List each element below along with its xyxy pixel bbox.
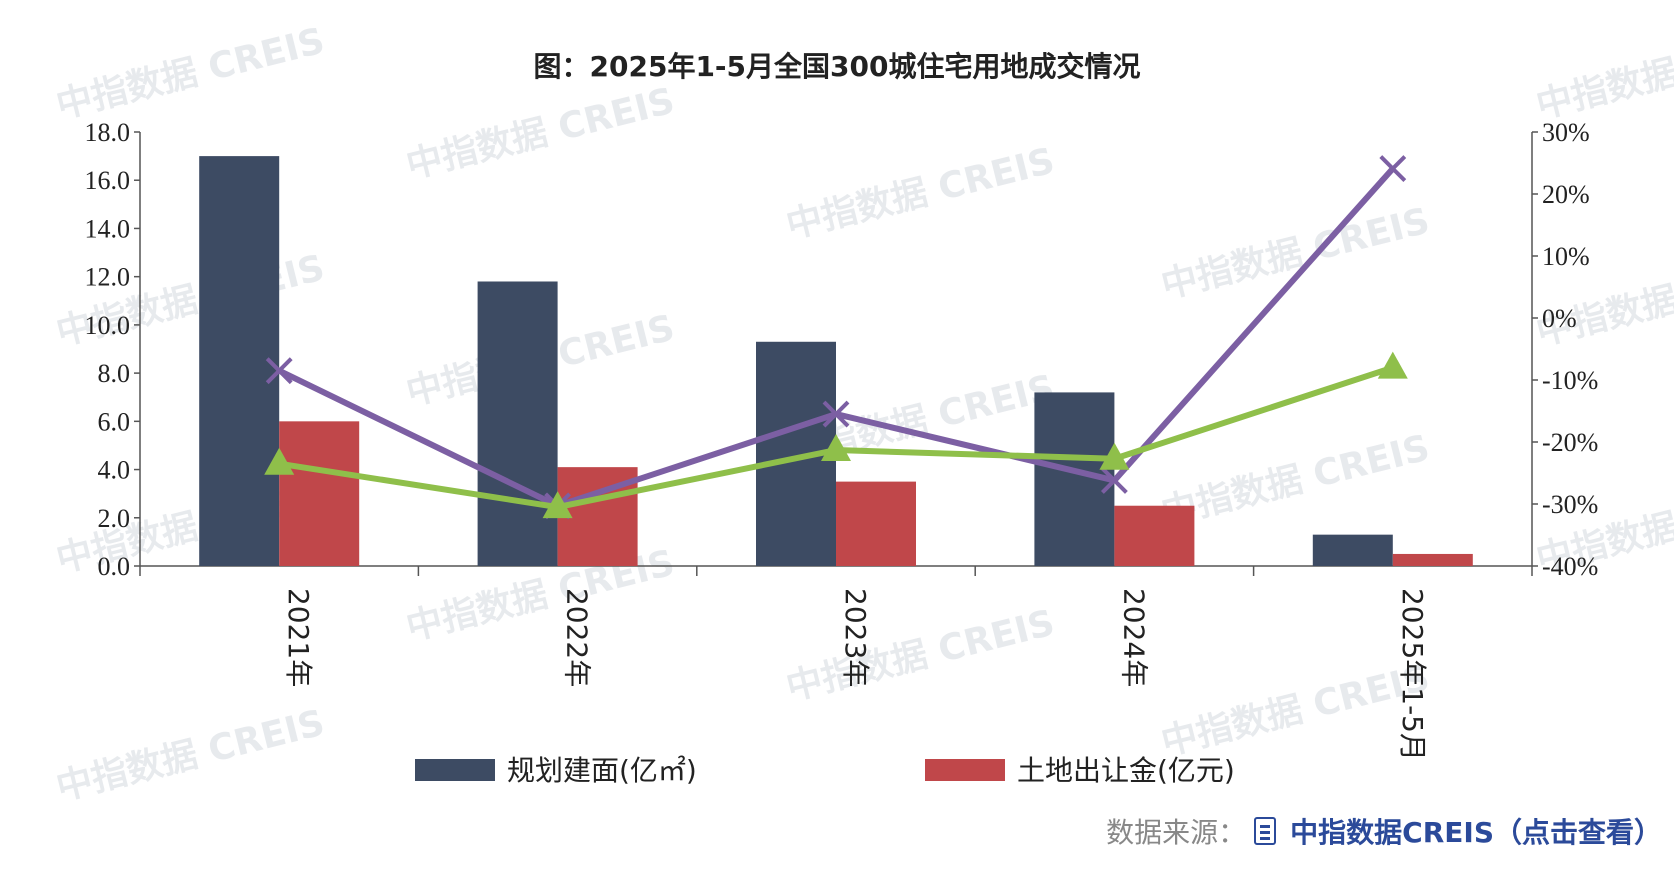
- right-tick-label: 10%: [1542, 242, 1590, 271]
- watermark-layer: 中指数据 CREIS 中指数据 CREIS 中指数据 CREIS 中指数据 CREIS…: [52, 21, 1674, 809]
- data-point: [1379, 155, 1407, 182]
- left-tick-label: 16.0: [85, 166, 131, 195]
- left-tick-label: 8.0: [98, 359, 131, 388]
- document-icon: [1254, 817, 1277, 845]
- left-tick-label: 10.0: [85, 311, 131, 340]
- watermark-text: 中指数据 CREIS: [782, 141, 1058, 247]
- left-tick-label: 18.0: [85, 118, 131, 147]
- watermark-text: 中指数据 CREIS: [782, 603, 1058, 709]
- legend-swatch: [925, 759, 1005, 781]
- data-point: [265, 357, 293, 385]
- legend: 规划建面(亿㎡) 土地出让金(亿元): [415, 754, 1235, 787]
- watermark-text: 中指数据 CREIS: [52, 21, 328, 127]
- bars: [199, 156, 1473, 566]
- data-point: [542, 491, 573, 519]
- bar: [1312, 534, 1393, 566]
- axes: 0.0 2.0 4.0 6.0 8.0 10.0 12.0 14.0 16.0 18.0 -40% -…: [85, 118, 1599, 761]
- watermark-text: 中指数据 CREIS: [402, 81, 678, 187]
- right-tick-label: 20%: [1542, 180, 1590, 209]
- watermark-text: 中指数据 CREIS: [1157, 428, 1433, 534]
- right-tick-label: -20%: [1542, 428, 1598, 457]
- x-tick-label: 2023年: [839, 588, 872, 687]
- watermark-text: 中指数据 CREIS: [1157, 201, 1433, 307]
- source-footer: 数据来源： 中指数据CREIS（点击查看）: [1106, 808, 1662, 854]
- left-tick-label: 4.0: [98, 456, 131, 485]
- right-tick-label: -10%: [1542, 366, 1598, 395]
- x-tick-label: 2021年: [282, 588, 315, 687]
- data-point: [821, 434, 851, 462]
- x-tick-label: 2025年1-5月: [1396, 588, 1429, 761]
- left-tick-label: 14.0: [85, 214, 131, 243]
- data-point: [1100, 467, 1128, 494]
- left-tick-label: 12.0: [85, 263, 131, 292]
- legend-label: 土地出让金(亿元): [1017, 754, 1235, 787]
- legend-label: 规划建面(亿㎡): [507, 754, 697, 787]
- x-tick-label: 2024年: [1117, 588, 1150, 687]
- x-tick-label: 2022年: [561, 588, 594, 687]
- left-tick-label: 6.0: [98, 407, 131, 436]
- chart-title: 图：2025年1-5月全国300城住宅用地成交情况: [534, 50, 1141, 83]
- source-label: 数据来源：: [1106, 816, 1247, 849]
- right-tick-label: -40%: [1542, 552, 1598, 581]
- left-tick-label: 0.0: [98, 552, 131, 581]
- bar: [477, 281, 558, 566]
- data-point: [1099, 442, 1130, 470]
- right-tick-label: -30%: [1542, 490, 1598, 519]
- data-point: [822, 400, 850, 428]
- watermark-text: 中指数据 CREIS: [1532, 21, 1674, 127]
- watermark-text: 中指数据 CREIS: [1157, 658, 1433, 764]
- bar: [836, 481, 916, 566]
- data-point: [264, 447, 295, 475]
- data-point: [1377, 351, 1408, 379]
- legend-swatch: [415, 759, 495, 781]
- source-link[interactable]: 中指数据CREIS（点击查看）: [1290, 816, 1662, 849]
- watermark-text: 中指数据 CREIS: [52, 703, 328, 809]
- right-tick-label: 30%: [1542, 118, 1590, 147]
- bar: [1114, 505, 1195, 566]
- line-series: [264, 155, 1408, 520]
- bar: [1392, 553, 1473, 566]
- bar: [199, 156, 280, 566]
- left-tick-label: 2.0: [98, 504, 131, 533]
- bar: [279, 421, 360, 566]
- right-tick-label: 0%: [1542, 304, 1577, 333]
